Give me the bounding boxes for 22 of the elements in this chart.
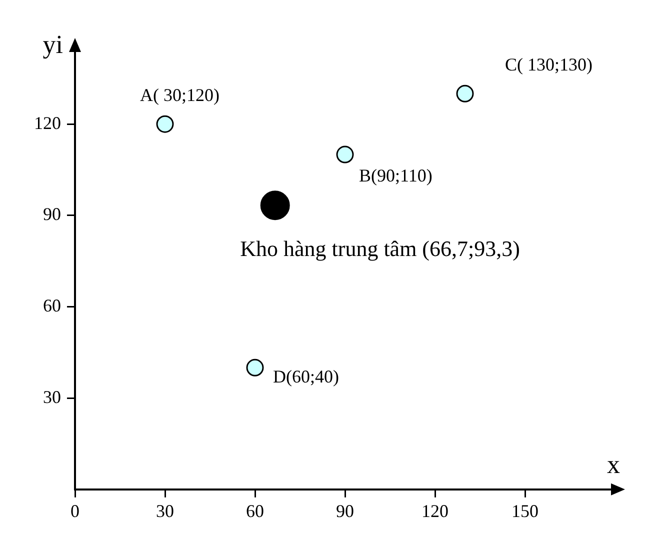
y-tick-label: 120 (34, 112, 61, 133)
point (336, 146, 354, 164)
x-tick-label: 60 (246, 500, 264, 521)
x-tick-label: 120 (422, 500, 448, 521)
x-axis-title: x (607, 450, 620, 480)
annotation: A( 30;120) (140, 84, 220, 105)
x-tick-label: 150 (512, 500, 538, 521)
x-tick-label: 30 (156, 500, 174, 521)
y-tick-label: 30 (43, 386, 61, 407)
y-tick-label: 60 (43, 295, 61, 316)
annotation: D(60;40) (273, 366, 339, 386)
point (246, 358, 264, 376)
y-axis-title: yi (42, 30, 63, 59)
x-tick-label: 90 (336, 500, 354, 521)
point (156, 115, 174, 133)
point (456, 84, 474, 102)
annotation: C( 130;130) (505, 54, 592, 74)
annotation: Kho hàng trung tâm (66,7;93,3) (240, 236, 520, 262)
point (260, 190, 290, 220)
x-tick-label: 0 (70, 500, 80, 521)
y-tick-label: 90 (43, 204, 61, 224)
annotation: B(90;110) (359, 165, 432, 186)
